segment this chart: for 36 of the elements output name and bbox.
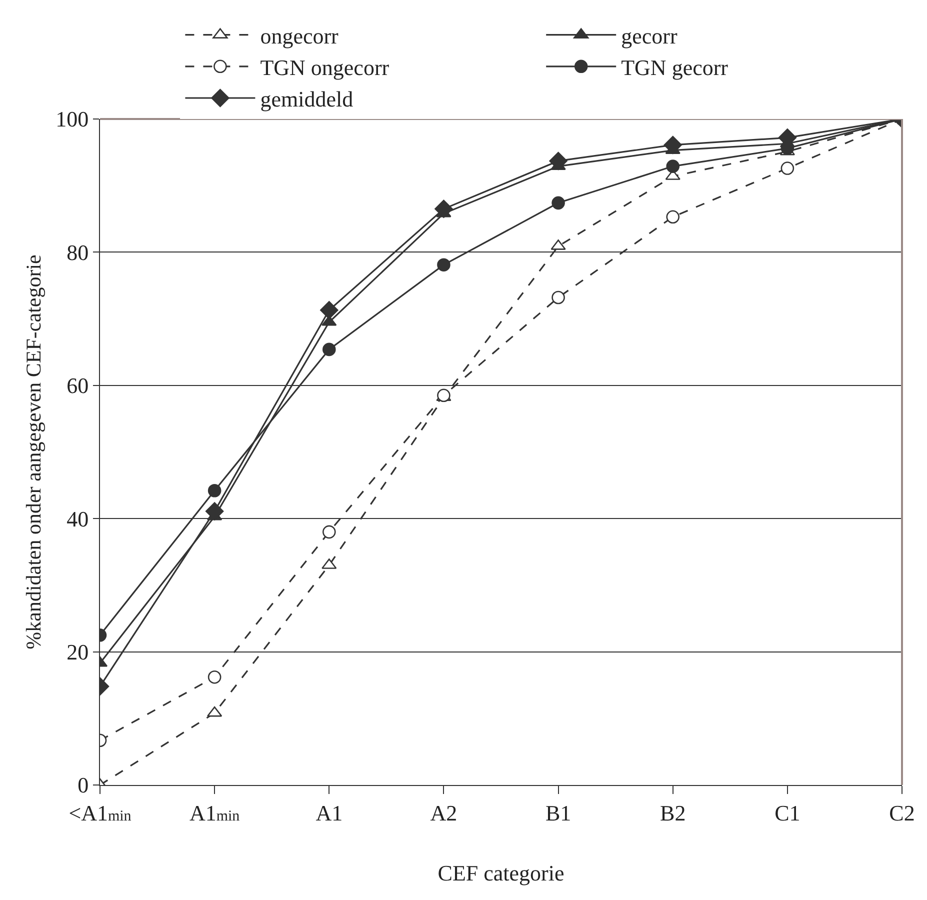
legend-label: gecorr	[621, 23, 678, 48]
x-tick-label: B1	[545, 800, 572, 826]
point	[208, 670, 222, 684]
point	[205, 502, 224, 520]
x-tick-label: A1min	[189, 800, 240, 826]
y-tick-label: 20	[66, 640, 89, 664]
y-tick-label: 100	[56, 106, 89, 132]
point	[552, 196, 565, 210]
x-tick-label: <A1min	[68, 800, 132, 826]
point	[437, 258, 450, 272]
point	[666, 210, 680, 224]
point	[320, 301, 338, 320]
y-tick-label: 0	[78, 772, 89, 798]
y-axis-title: %kandidaten onder aangegeven CEF-categorie	[22, 254, 46, 650]
legend-label: gemiddeld	[260, 86, 354, 112]
point	[780, 162, 794, 175]
point	[322, 342, 336, 356]
legend-label: TGN ongecorr	[260, 54, 390, 80]
legend-label: ongecorr	[260, 23, 340, 48]
y-tick-label: 40	[66, 506, 89, 532]
point	[322, 525, 336, 539]
x-axis-title: CEF categorie	[438, 860, 564, 886]
x-tick-label: B2	[660, 800, 686, 826]
point	[666, 160, 680, 173]
x-tick-label: C1	[774, 800, 800, 826]
x-tick-label: A1	[316, 800, 343, 826]
point	[208, 484, 222, 498]
y-tick-label: 60	[66, 373, 89, 398]
y-tick-label: 80	[66, 240, 89, 265]
x-tick-label: C2	[889, 800, 915, 826]
point	[549, 152, 568, 170]
point	[552, 290, 565, 304]
legend-label: TGN gecorr	[621, 54, 729, 80]
point	[434, 200, 453, 218]
x-tick-label: A2	[430, 800, 458, 826]
point	[664, 136, 682, 154]
